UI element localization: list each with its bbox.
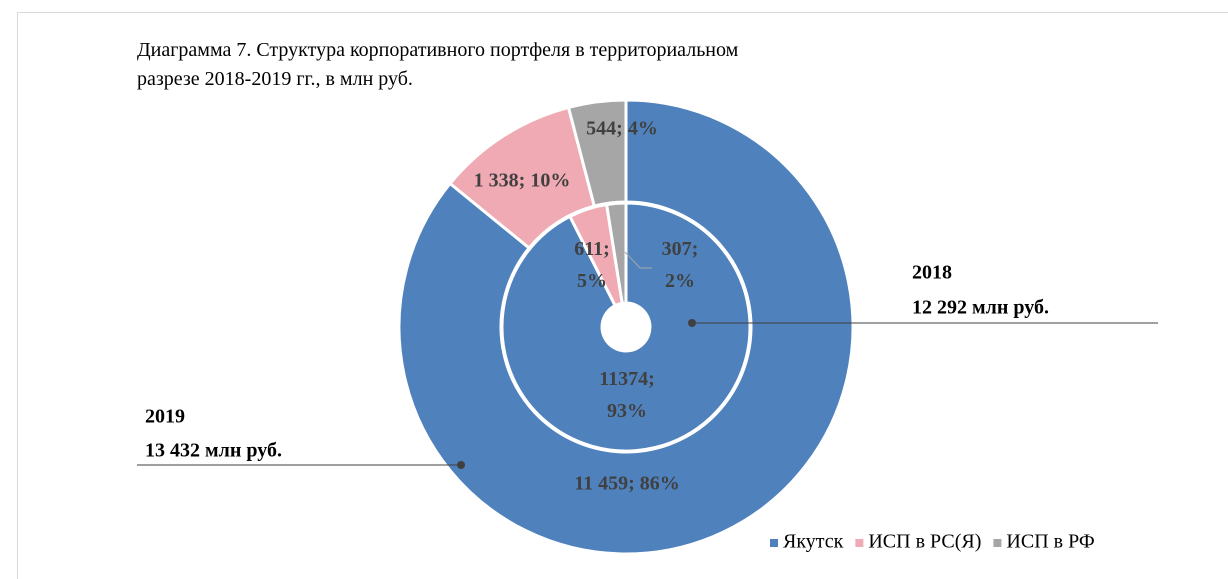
annotation-year: 2018 xyxy=(912,262,952,284)
annotation-year: 2019 xyxy=(145,406,185,428)
data-label: 11 459; 86% xyxy=(574,473,680,495)
chart-title: Диаграмма 7. Структура корпоративного по… xyxy=(137,39,739,90)
data-label: 1 338; 10% xyxy=(474,170,571,192)
data-label: 611; 5% xyxy=(574,238,610,292)
legend-label: Якутск xyxy=(783,531,844,553)
data-label: 11374; 93% xyxy=(599,368,655,422)
leader-line xyxy=(624,251,641,269)
legend-swatch xyxy=(770,539,778,547)
data-label: 307; 2% xyxy=(662,238,699,292)
slice xyxy=(397,98,855,556)
slices xyxy=(397,98,855,556)
data-label: 544; 4% xyxy=(586,118,658,140)
slice xyxy=(566,98,628,208)
annotation-total: 13 432 млн руб. xyxy=(145,440,282,462)
annotation-total: 12 292 млн руб. xyxy=(912,297,1049,319)
legend-swatch xyxy=(855,539,864,547)
chart-frame xyxy=(17,12,1228,579)
legend-label: ИСП в РФ xyxy=(1006,531,1094,553)
legend-label: ИСП в РС(Я) xyxy=(868,531,981,553)
legend-swatch xyxy=(993,539,1002,547)
